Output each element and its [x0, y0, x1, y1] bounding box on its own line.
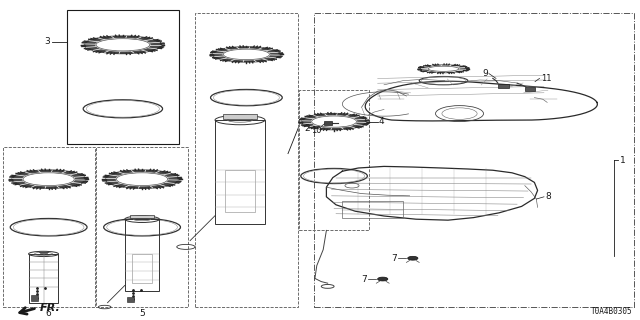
Bar	[132, 254, 152, 283]
Polygon shape	[84, 36, 161, 53]
Bar	[3, 147, 95, 307]
Polygon shape	[213, 47, 280, 62]
Polygon shape	[106, 170, 179, 188]
Bar	[127, 297, 134, 302]
Polygon shape	[116, 173, 168, 186]
Text: 11: 11	[541, 74, 551, 83]
Bar	[498, 84, 509, 88]
Text: 7: 7	[391, 254, 397, 263]
Bar	[299, 90, 369, 230]
Bar	[195, 13, 298, 307]
Bar	[130, 215, 154, 218]
Polygon shape	[302, 114, 366, 130]
Polygon shape	[312, 116, 356, 127]
Polygon shape	[421, 65, 466, 73]
Polygon shape	[428, 66, 459, 71]
Bar	[29, 254, 58, 303]
Text: T0A4B0305: T0A4B0305	[591, 307, 632, 316]
Bar	[40, 252, 47, 253]
Bar	[324, 121, 332, 125]
Bar	[342, 201, 403, 218]
Text: 7: 7	[361, 275, 367, 284]
Polygon shape	[12, 170, 85, 188]
Bar	[67, 10, 179, 144]
Text: 1: 1	[620, 156, 625, 164]
Text: 10: 10	[311, 126, 321, 135]
Ellipse shape	[408, 256, 418, 260]
Bar	[525, 87, 535, 91]
Text: 3: 3	[44, 37, 50, 46]
Text: 8: 8	[545, 192, 551, 201]
Bar	[225, 170, 255, 212]
Bar	[314, 13, 634, 307]
Text: FR.: FR.	[40, 303, 60, 313]
Bar	[125, 219, 159, 291]
Text: 5: 5	[140, 309, 145, 318]
Text: 4: 4	[379, 117, 385, 126]
Bar	[96, 147, 188, 307]
Polygon shape	[96, 39, 150, 51]
Text: 2: 2	[305, 124, 310, 132]
Bar	[223, 114, 257, 119]
Ellipse shape	[378, 277, 388, 281]
Polygon shape	[23, 173, 74, 186]
Polygon shape	[223, 49, 269, 60]
Text: 6: 6	[46, 309, 51, 318]
Bar	[215, 120, 265, 224]
Bar	[31, 295, 38, 301]
Text: 9: 9	[482, 69, 488, 78]
